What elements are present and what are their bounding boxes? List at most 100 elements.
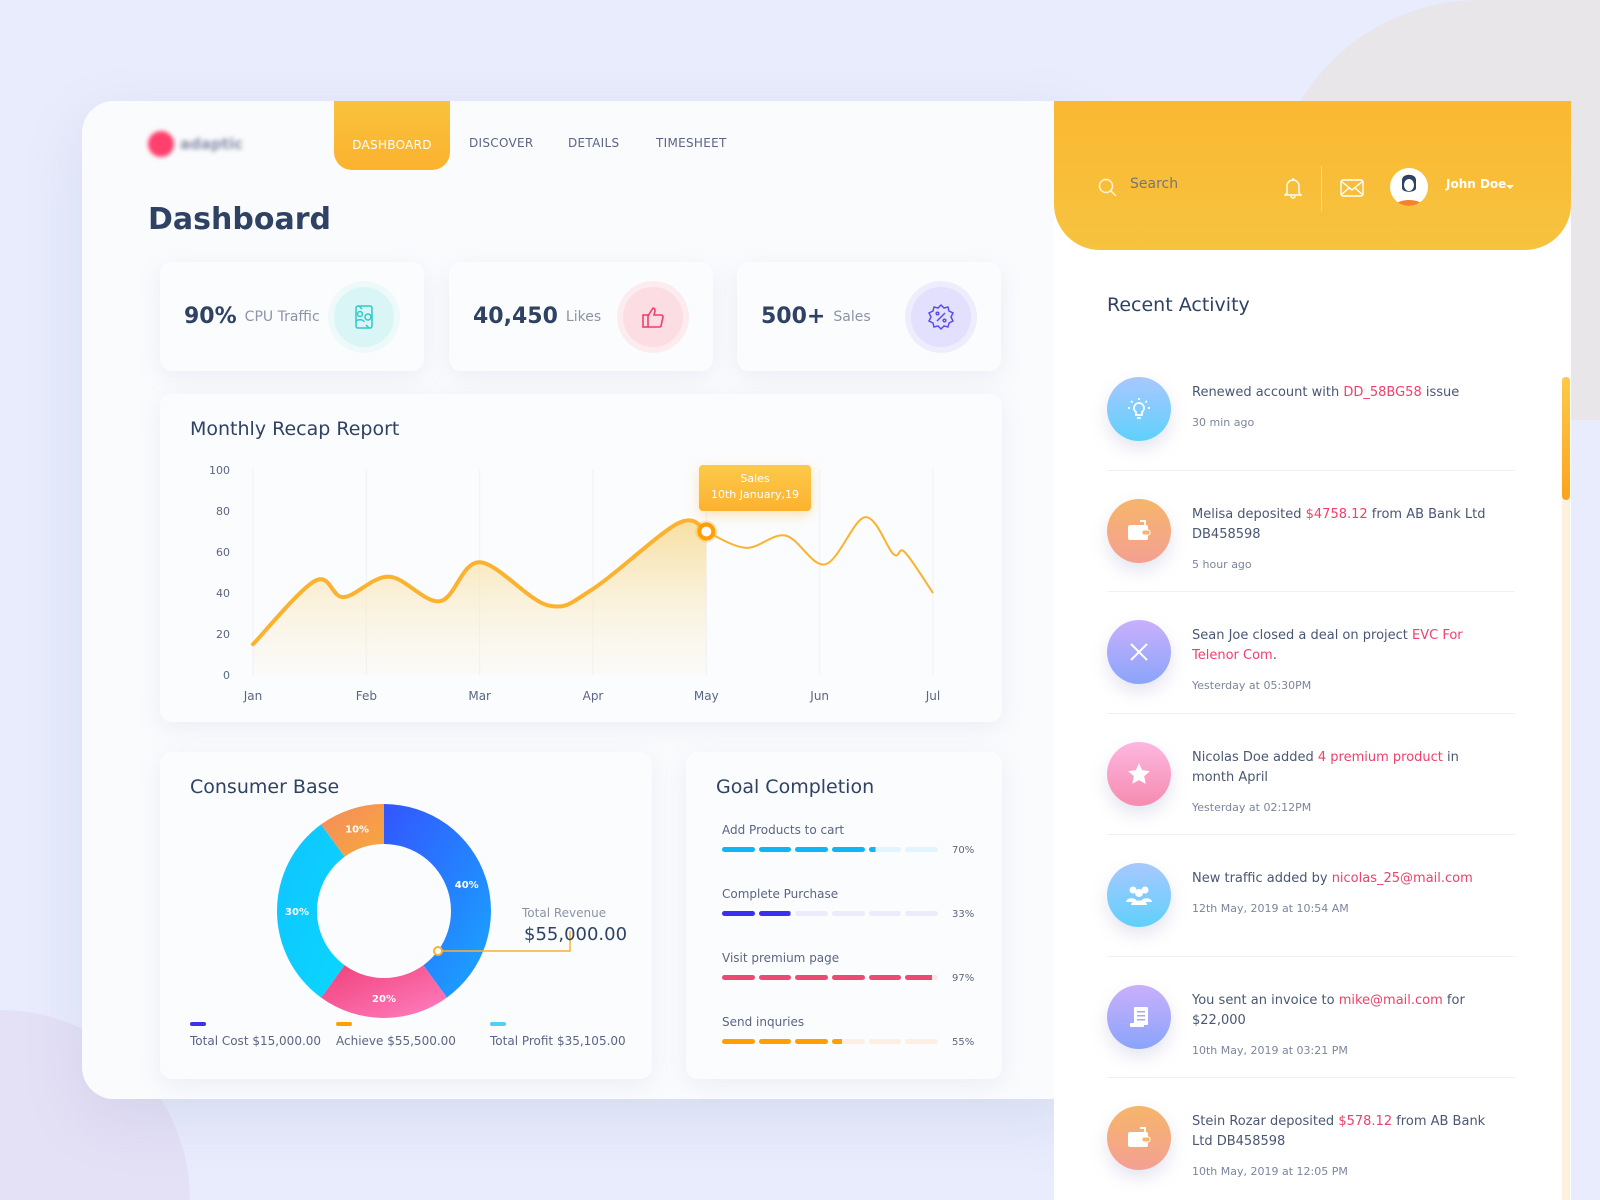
goal-item: Add Products to cart 70% <box>722 823 974 856</box>
activity-text-end: issue <box>1421 385 1460 400</box>
progress-segment <box>868 1039 902 1044</box>
users-icon <box>1107 863 1171 927</box>
activity-link[interactable]: mike@mail.com <box>1338 992 1443 1008</box>
x-tick-label: Jun <box>809 689 829 703</box>
star-icon <box>1107 741 1171 806</box>
stat-label: Sales <box>833 308 871 325</box>
divider <box>1107 1077 1515 1078</box>
donut-slice <box>277 824 345 998</box>
thumbs-up-icon <box>623 287 683 347</box>
tab-details[interactable]: DETAILS <box>568 136 620 150</box>
logo-mark <box>148 131 174 157</box>
goal-progress-bar <box>722 975 939 980</box>
series-line-highlight <box>251 518 709 647</box>
goal-progress-bar <box>722 911 939 916</box>
activity-text-start: Stein Rozar deposited <box>1192 1114 1339 1129</box>
chart-tooltip: Sales 10th January,19 <box>699 465 811 511</box>
total-revenue-value: $55,000.00 <box>524 924 628 945</box>
activity-link[interactable]: $578.12 <box>1338 1114 1393 1129</box>
progress-segment <box>795 1039 829 1044</box>
tab-discover[interactable]: DISCOVER <box>469 136 534 150</box>
goal-percent: 97% <box>952 973 975 984</box>
divider <box>1107 712 1515 714</box>
card-title: Goal Completion <box>716 776 875 798</box>
activity-text-end: . <box>1272 648 1277 663</box>
chevron-down-icon[interactable] <box>1506 185 1514 193</box>
activity-link[interactable]: EVC For Telenor Com <box>1192 628 1463 663</box>
activity-link[interactable]: nicolas_25@mail.com <box>1331 871 1473 886</box>
divider <box>1107 469 1515 471</box>
goal-completion-card: Goal Completion Add Products to cart 70% C… <box>686 752 1002 1079</box>
activity-text-start: Renewed account with <box>1192 385 1344 400</box>
stat-label: CPU Traffic <box>244 308 320 325</box>
data-point <box>697 522 716 541</box>
x-tick-label: Jan <box>243 689 263 703</box>
monthly-recap-card: Monthly Recap Report Jan Feb Mar Apr May Jun J… <box>160 394 1002 722</box>
user-name[interactable]: John Doe <box>1446 177 1507 191</box>
activity-link[interactable]: 4 premium product <box>1317 749 1443 765</box>
activity-text-start: You sent an invoice to <box>1192 992 1339 1008</box>
avatar[interactable] <box>1390 168 1428 206</box>
progress-segment <box>722 911 755 916</box>
activity-text-start: Melisa deposited <box>1192 506 1306 522</box>
tab-dashboard[interactable]: DASHBOARD <box>334 101 450 170</box>
activity-link[interactable]: DD_58BG58 <box>1343 385 1422 400</box>
search-input[interactable] <box>1130 176 1260 192</box>
stat-label: Likes <box>565 308 602 325</box>
x-tick-label: Jul <box>925 689 940 703</box>
progress-segment <box>722 975 755 980</box>
goal-percent: 55% <box>952 1037 975 1048</box>
activity-link[interactable]: $4758.12 <box>1305 506 1368 522</box>
legend-label: Total Profit $35,105.00 <box>490 1034 626 1048</box>
activity-text: You sent an invoice to mike@mail.com for… <box>1192 991 1502 1061</box>
scrollbar-thumb[interactable] <box>1562 377 1570 500</box>
wallet-icon <box>1107 1106 1171 1170</box>
divider <box>1321 166 1322 211</box>
goal-label: Visit premium page <box>722 951 840 965</box>
x-tick-label: Mar <box>468 689 491 703</box>
activity-text: New traffic added by nicolas_25@mail.com… <box>1192 869 1502 919</box>
activity-text-end: from AB Bank Ltd DB458598 <box>1192 506 1486 542</box>
progress-segment <box>832 975 865 980</box>
area-fill <box>253 520 707 675</box>
donut-chart: 40% 20% 30% 10% <box>277 804 571 1018</box>
activity-text-start: Nicolas Doe added <box>1192 749 1318 765</box>
tab-timesheet[interactable]: TIMESHEET <box>656 136 727 150</box>
x-tick-label: May <box>694 689 719 703</box>
stat-value: 40,450 <box>473 304 558 329</box>
close-icon <box>1107 620 1171 684</box>
series-line <box>705 516 934 594</box>
goal-label: Complete Purchase <box>722 887 839 901</box>
mail-icon[interactable] <box>1340 179 1364 197</box>
consumer-base-card: Consumer Base 40% 20% 30% 10% Total Revenue… <box>160 752 652 1079</box>
progress-segment <box>758 975 792 980</box>
search-icon <box>1098 178 1117 197</box>
activity-time: 12th May, 2019 at 10:54 AM <box>1192 902 1349 915</box>
goal-progress-bar <box>722 1039 939 1044</box>
activity-text: Stein Rozar deposited $578.12 from AB Ba… <box>1192 1112 1502 1182</box>
top-header: John Doe <box>1054 101 1571 250</box>
progress-segment <box>905 847 939 852</box>
goal-item: Send inquries 55% <box>722 1015 974 1048</box>
invoice-icon <box>1107 984 1171 1049</box>
scrollbar-track[interactable] <box>1562 377 1570 1200</box>
card-title: Consumer Base <box>190 776 340 798</box>
x-tick-label: Apr <box>583 689 604 703</box>
divider <box>1107 591 1515 592</box>
progress-segment <box>722 847 755 852</box>
recent-activity-title: Recent Activity <box>1107 294 1250 316</box>
activity-time: Yesterday at 02:12PM <box>1192 800 1312 814</box>
activity-time: 5 hour ago <box>1192 557 1252 571</box>
progress-segment <box>758 911 792 916</box>
slice-label: 10% <box>345 824 369 835</box>
exchange-icon <box>334 287 394 347</box>
logo[interactable]: adaptic <box>148 131 243 157</box>
bell-icon[interactable] <box>1284 177 1302 199</box>
progress-segment <box>905 1039 939 1044</box>
y-tick-label: 100 <box>209 464 230 477</box>
goal-label: Add Products to cart <box>722 823 845 837</box>
activity-text: Sean Joe closed a deal on project EVC Fo… <box>1192 626 1502 696</box>
divider <box>1107 834 1515 835</box>
line-chart: Jan Feb Mar Apr May Jun Jul 0 20 40 60 80 100 <box>209 464 940 703</box>
activity-text: Melisa deposited $4758.12 from AB Bank L… <box>1192 505 1502 575</box>
